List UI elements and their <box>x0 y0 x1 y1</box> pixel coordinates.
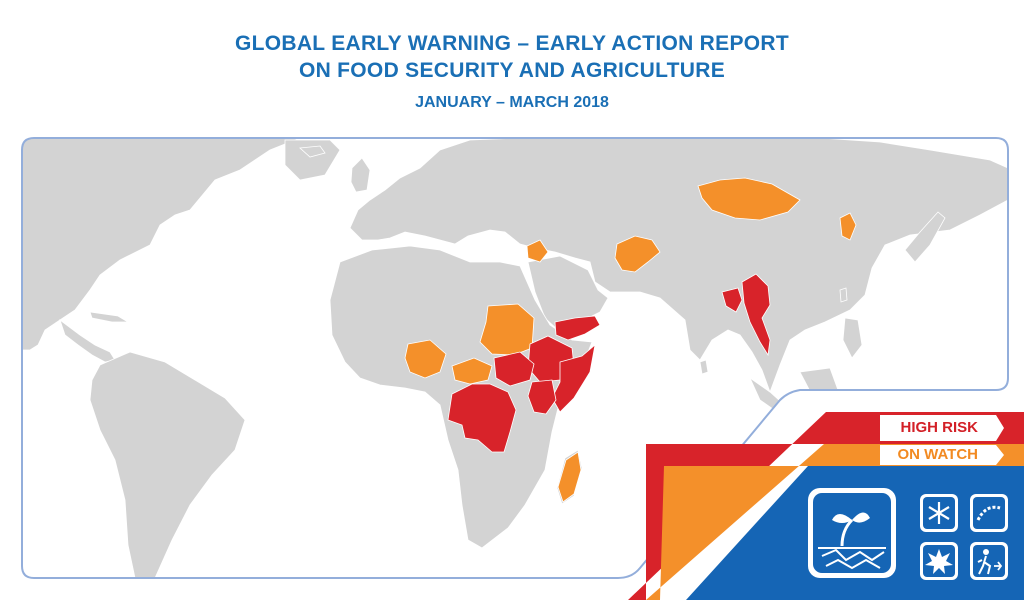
on-watch-stripe <box>646 444 1024 600</box>
conflict-burst-icon <box>920 542 958 580</box>
report-period: JANUARY – MARCH 2018 <box>415 94 609 111</box>
map-frame-border <box>21 137 1009 579</box>
philippines <box>842 317 863 359</box>
dprk-region[interactable] <box>839 212 857 241</box>
eurasia <box>349 138 1008 394</box>
cuba <box>89 311 130 323</box>
somalia-region[interactable] <box>551 343 596 413</box>
sudan-region[interactable] <box>479 303 535 356</box>
displaced-person-icon <box>970 542 1008 580</box>
bangladesh-region[interactable] <box>721 287 743 313</box>
yemen-region[interactable] <box>554 315 601 341</box>
drc-region[interactable] <box>447 383 517 453</box>
north-america <box>22 138 301 351</box>
seedling-drought-icon <box>808 488 896 578</box>
iceland <box>299 145 326 158</box>
high-risk-plate <box>880 415 1004 441</box>
myanmar-region[interactable] <box>741 273 771 357</box>
madagascar-region[interactable] <box>557 451 582 503</box>
title-line-2: ON FOOD SECURITY AND AGRICULTURE <box>298 59 726 82</box>
sri-lanka <box>699 359 709 375</box>
locust-icon <box>970 494 1008 532</box>
nigeria-region[interactable] <box>404 339 447 379</box>
report-title: GLOBAL EARLY WARNING – EARLY ACTION REPO… <box>0 30 1024 84</box>
high-risk-countries <box>447 273 771 453</box>
mongolia-region[interactable] <box>697 177 801 221</box>
legend-high-risk: HIGH RISK <box>900 419 978 436</box>
south-america <box>89 351 246 578</box>
kenya-region[interactable] <box>527 379 557 415</box>
afghanistan-region[interactable] <box>614 235 661 273</box>
title-line-1: GLOBAL EARLY WARNING – EARLY ACTION REPO… <box>234 32 789 55</box>
greenland <box>284 139 341 181</box>
on-watch-countries <box>404 177 857 503</box>
legend-on-watch: ON WATCH <box>897 446 978 463</box>
snowflake-icon <box>920 494 958 532</box>
car-region[interactable] <box>451 357 493 385</box>
on-watch-plate <box>880 445 1004 465</box>
syria-region[interactable] <box>526 239 549 263</box>
high-risk-stripe <box>628 412 1024 600</box>
taiwan <box>839 287 848 303</box>
japan <box>904 211 946 263</box>
arabian-peninsula <box>527 255 609 331</box>
south-sudan-region[interactable] <box>493 351 535 387</box>
uk-ireland <box>350 157 371 193</box>
